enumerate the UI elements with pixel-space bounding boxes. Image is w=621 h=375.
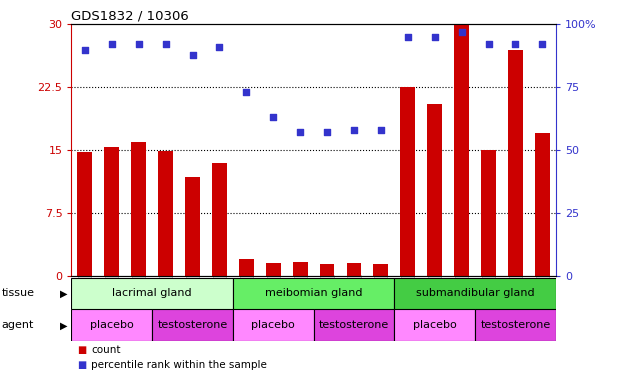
Text: meibomian gland: meibomian gland xyxy=(265,288,363,298)
Point xyxy=(510,42,520,48)
Text: lacrimal gland: lacrimal gland xyxy=(112,288,192,298)
Bar xyxy=(104,147,119,276)
Bar xyxy=(185,177,200,276)
Point xyxy=(242,89,252,95)
Point xyxy=(268,114,278,120)
Point xyxy=(188,51,197,57)
Bar xyxy=(239,259,254,276)
Bar xyxy=(427,104,442,276)
Point xyxy=(107,42,117,48)
Bar xyxy=(394,309,475,341)
Bar xyxy=(314,309,394,341)
Point xyxy=(349,127,359,133)
Text: ▶: ▶ xyxy=(60,320,68,330)
Point xyxy=(214,44,224,50)
Bar xyxy=(71,278,233,309)
Text: testosterone: testosterone xyxy=(157,320,228,330)
Point xyxy=(134,42,143,48)
Bar xyxy=(454,24,469,276)
Bar xyxy=(475,309,556,341)
Text: agent: agent xyxy=(1,320,34,330)
Text: ▶: ▶ xyxy=(60,288,68,298)
Text: placebo: placebo xyxy=(413,320,456,330)
Bar xyxy=(292,262,307,276)
Text: placebo: placebo xyxy=(252,320,295,330)
Text: ■: ■ xyxy=(78,345,87,355)
Bar xyxy=(158,151,173,276)
Bar xyxy=(394,278,556,309)
Text: submandibular gland: submandibular gland xyxy=(415,288,535,298)
Bar xyxy=(233,278,394,309)
Point xyxy=(376,127,386,133)
Text: GDS1832 / 10306: GDS1832 / 10306 xyxy=(71,9,189,22)
Point xyxy=(484,42,494,48)
Point xyxy=(403,34,413,40)
Text: tissue: tissue xyxy=(1,288,34,298)
Text: testosterone: testosterone xyxy=(480,320,551,330)
Point xyxy=(80,46,90,53)
Bar xyxy=(233,309,314,341)
Point xyxy=(537,42,547,48)
Bar xyxy=(78,152,93,276)
Text: placebo: placebo xyxy=(90,320,134,330)
Bar xyxy=(131,142,146,276)
Text: ■: ■ xyxy=(78,360,87,370)
Point xyxy=(322,129,332,135)
Bar xyxy=(212,163,227,276)
Bar xyxy=(481,150,496,276)
Text: testosterone: testosterone xyxy=(319,320,389,330)
Point xyxy=(430,34,440,40)
Bar xyxy=(71,309,152,341)
Bar xyxy=(347,263,361,276)
Text: count: count xyxy=(91,345,121,355)
Point xyxy=(456,29,466,35)
Point xyxy=(161,42,171,48)
Bar xyxy=(401,87,415,276)
Text: percentile rank within the sample: percentile rank within the sample xyxy=(91,360,267,370)
Bar xyxy=(508,50,523,276)
Bar xyxy=(320,264,335,276)
Point xyxy=(295,129,305,135)
Bar xyxy=(373,264,388,276)
Bar xyxy=(535,133,550,276)
Bar xyxy=(152,309,233,341)
Bar xyxy=(266,263,281,276)
